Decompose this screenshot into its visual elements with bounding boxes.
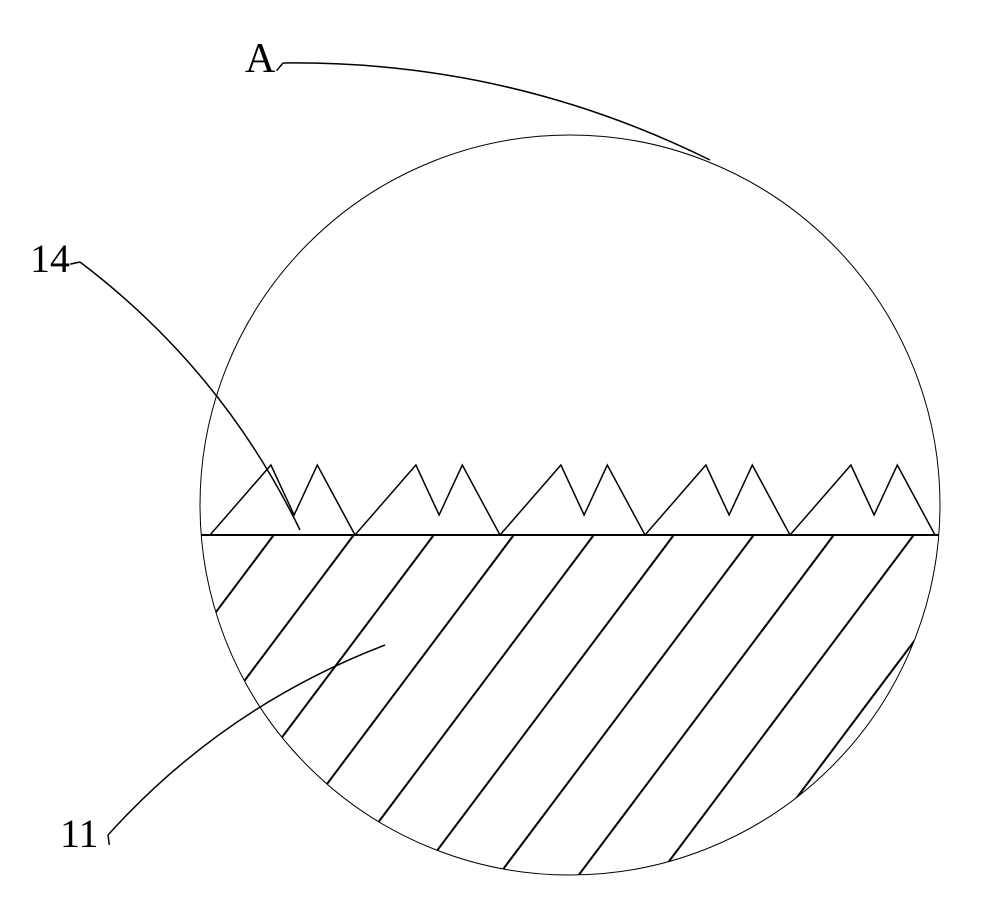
technical-drawing xyxy=(0,0,1000,906)
teeth-profile xyxy=(210,465,935,535)
section-hatch xyxy=(0,535,1000,880)
label-11: 11 xyxy=(60,810,99,857)
leader-lines xyxy=(70,63,710,845)
label-14: 14 xyxy=(30,235,70,282)
detail-circle xyxy=(200,135,940,875)
label-A: A xyxy=(245,35,275,83)
